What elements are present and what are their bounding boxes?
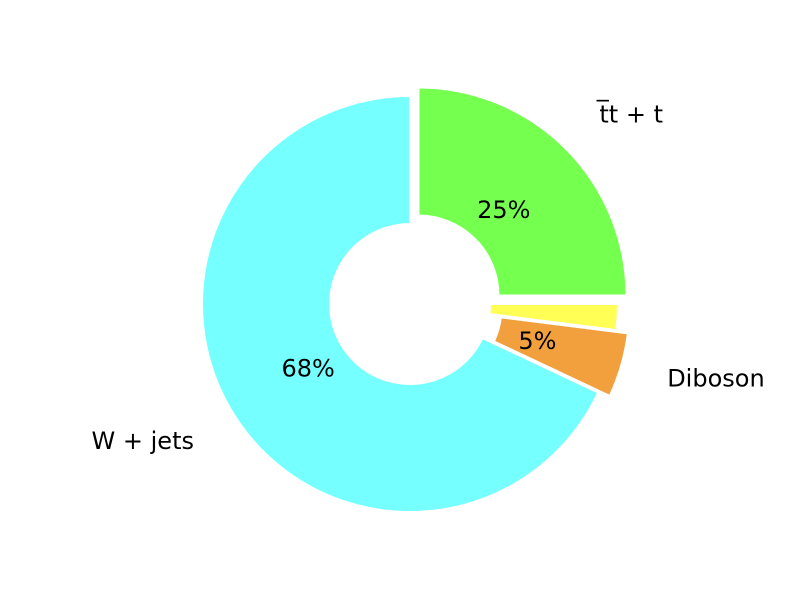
slice-category-label-3: W + jets <box>92 427 194 455</box>
pie-slice-1 <box>488 303 620 332</box>
slice-percent-label-2: 5% <box>518 327 556 355</box>
slice-percent-label-3: 68% <box>281 355 334 383</box>
slice-category-label-2: Diboson <box>667 365 764 393</box>
pie-slice-3 <box>201 94 600 513</box>
pie-slice-0 <box>417 86 628 297</box>
slice-category-label-0: t̅t + t <box>596 99 663 128</box>
slice-percent-label-0: 25% <box>477 196 530 224</box>
pie-slice-2 <box>492 316 630 398</box>
